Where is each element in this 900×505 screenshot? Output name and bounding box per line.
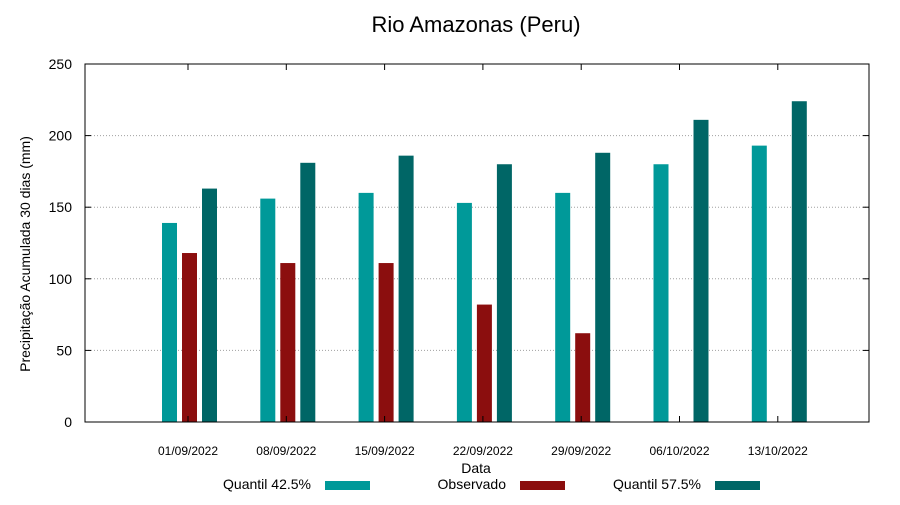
chart-title: Rio Amazonas (Peru) — [371, 12, 580, 37]
bar-quantil-42-5--1 — [260, 198, 276, 422]
y-tick-label: 100 — [49, 271, 73, 287]
y-tick-label: 250 — [49, 56, 73, 72]
bar-quantil-42-5--0 — [162, 222, 177, 422]
bar-quantil-57-5--5 — [693, 119, 709, 423]
legend-swatch — [715, 481, 760, 490]
bar-quantil-57-5--4 — [595, 152, 611, 422]
legend: Quantil 42.5% Observado Quantil 57.5% — [223, 476, 760, 492]
bars — [162, 101, 807, 423]
bar-quantil-57-5--1 — [300, 162, 316, 423]
y-tick-label: 50 — [56, 342, 72, 358]
bar-quantil-42-5--4 — [555, 192, 571, 422]
bar-quantil-42-5--5 — [653, 164, 669, 423]
bar-quantil-42-5--2 — [358, 192, 374, 422]
y-tick-label: 150 — [49, 199, 73, 215]
x-tick-label: 22/09/2022 — [453, 444, 513, 458]
legend-label: Quantil 42.5% — [223, 476, 311, 492]
bar-observado-4 — [575, 333, 591, 422]
legend-swatch — [520, 481, 565, 490]
bar-observado-0 — [182, 253, 197, 422]
bar-quantil-57-5--2 — [398, 155, 414, 422]
legend-label: Quantil 57.5% — [613, 476, 701, 492]
x-tick-label: 13/10/2022 — [748, 444, 808, 458]
x-axis-label: Data — [461, 460, 491, 476]
bar-quantil-57-5--6 — [791, 101, 807, 423]
legend-swatch — [325, 481, 370, 490]
x-tick-label: 06/10/2022 — [649, 444, 709, 458]
x-tick-label: 29/09/2022 — [551, 444, 611, 458]
x-axis-ticks: 01/09/2022 08/09/2022 15/09/2022 22/09/2022… — [158, 64, 808, 458]
bar-observado-3 — [476, 304, 492, 422]
bar-quantil-42-5--3 — [456, 202, 472, 422]
plot-frame — [84, 63, 870, 423]
y-axis-ticks: 0 50 100 150 200 250 — [49, 56, 869, 430]
bar-quantil-57-5--3 — [496, 164, 512, 423]
x-tick-label: 15/09/2022 — [355, 444, 415, 458]
y-tick-label: 200 — [49, 128, 73, 144]
legend-label: Observado — [438, 476, 507, 492]
y-tick-label: 0 — [64, 414, 72, 430]
y-axis-label: Precipitação Acumulada 30 dias (mm) — [17, 136, 33, 372]
bar-quantil-42-5--6 — [751, 145, 767, 422]
bar-quantil-57-5--0 — [202, 188, 217, 422]
bar-observado-2 — [378, 263, 394, 422]
bar-observado-1 — [280, 263, 296, 422]
x-tick-label: 01/09/2022 — [158, 444, 218, 458]
x-tick-label: 08/09/2022 — [256, 444, 316, 458]
